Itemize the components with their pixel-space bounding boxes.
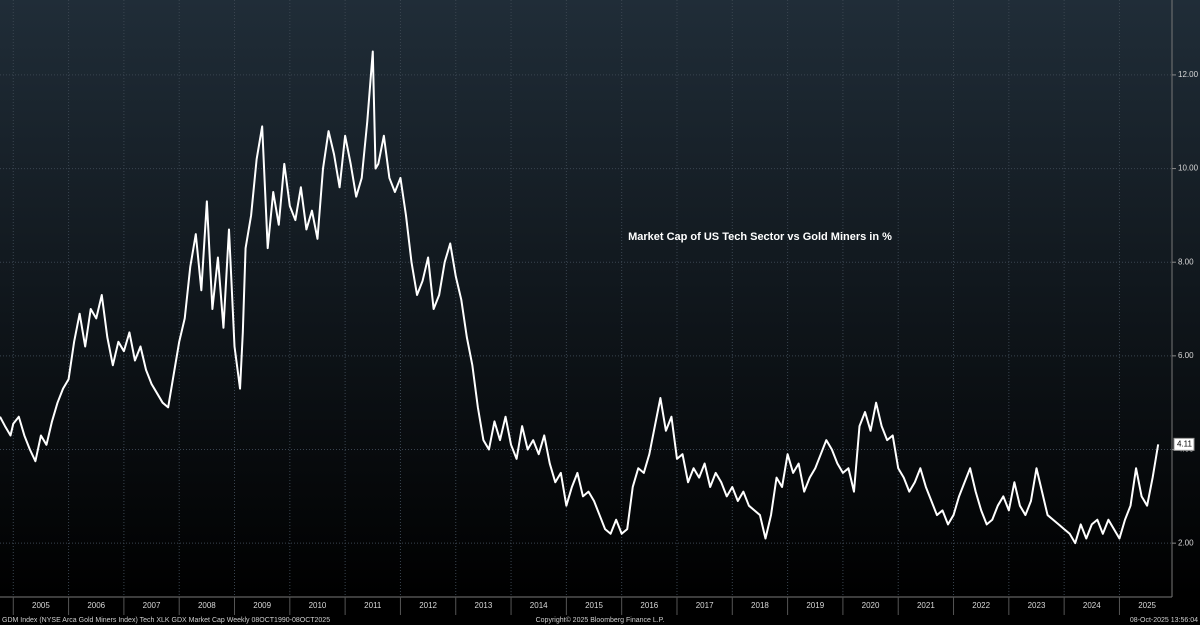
x-tick-label: 2020 [862, 601, 880, 610]
x-tick-label: 2018 [751, 601, 769, 610]
x-tick-label: 2012 [419, 601, 437, 610]
y-tick-label: 8.00 [1178, 257, 1194, 266]
x-tick-label: 2013 [475, 601, 493, 610]
x-tick-label: 2009 [253, 601, 271, 610]
x-tick-label: 2015 [585, 601, 603, 610]
y-tick-label: 2.00 [1178, 538, 1194, 547]
x-tick-label: 2011 [364, 601, 382, 610]
annotation: Market Cap of US Tech Sector vs Gold Min… [628, 231, 892, 243]
plot: 4.11 [0, 50, 1195, 545]
y-tick-label: 10.00 [1178, 164, 1199, 173]
plot-background [0, 0, 1200, 597]
x-tick-label: 2005 [32, 601, 50, 610]
x-tick-label: 2024 [1083, 601, 1101, 610]
footer-right: 08-Oct-2025 13:56:04 [1130, 617, 1198, 624]
x-tick-label: 2014 [530, 601, 548, 610]
footer-center: Copyright© 2025 Bloomberg Finance L.P. [536, 616, 665, 624]
x-tick-label: 2019 [806, 601, 824, 610]
y-tick-label: 6.00 [1178, 351, 1194, 360]
footer-left: GDM Index (NYSE Arca Gold Miners Index) … [2, 617, 330, 624]
x-tick-label: 2010 [309, 601, 327, 610]
x-tick-label: 2023 [1028, 601, 1046, 610]
x-tick-label: 2022 [972, 601, 990, 610]
x-tick-label: 2007 [143, 601, 161, 610]
axis-background [0, 597, 1200, 625]
x-tick-label: 2006 [87, 601, 105, 610]
x-tick-label: 2008 [198, 601, 216, 610]
last-value-label: 4.11 [1177, 439, 1193, 448]
last-value-box [1173, 437, 1195, 451]
x-tick-label: 2017 [696, 601, 714, 610]
x-tick-label: 2025 [1138, 601, 1156, 610]
x-tick-label: 2016 [640, 601, 658, 610]
y-tick-label: 12.00 [1178, 70, 1199, 79]
x-tick-label: 2021 [917, 601, 935, 610]
series-line [0, 50, 1160, 545]
